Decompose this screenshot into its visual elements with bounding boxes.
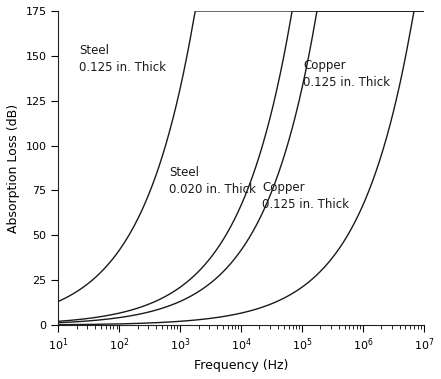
X-axis label: Frequency (Hz): Frequency (Hz) [194,359,288,372]
Text: Copper
0.125 in. Thick: Copper 0.125 in. Thick [262,181,349,211]
Y-axis label: Absorption Loss (dB): Absorption Loss (dB) [7,103,20,233]
Text: Steel
0.020 in. Thick: Steel 0.020 in. Thick [169,166,256,196]
Text: Steel
0.125 in. Thick: Steel 0.125 in. Thick [79,44,166,74]
Text: Copper
0.125 in. Thick: Copper 0.125 in. Thick [303,59,390,89]
